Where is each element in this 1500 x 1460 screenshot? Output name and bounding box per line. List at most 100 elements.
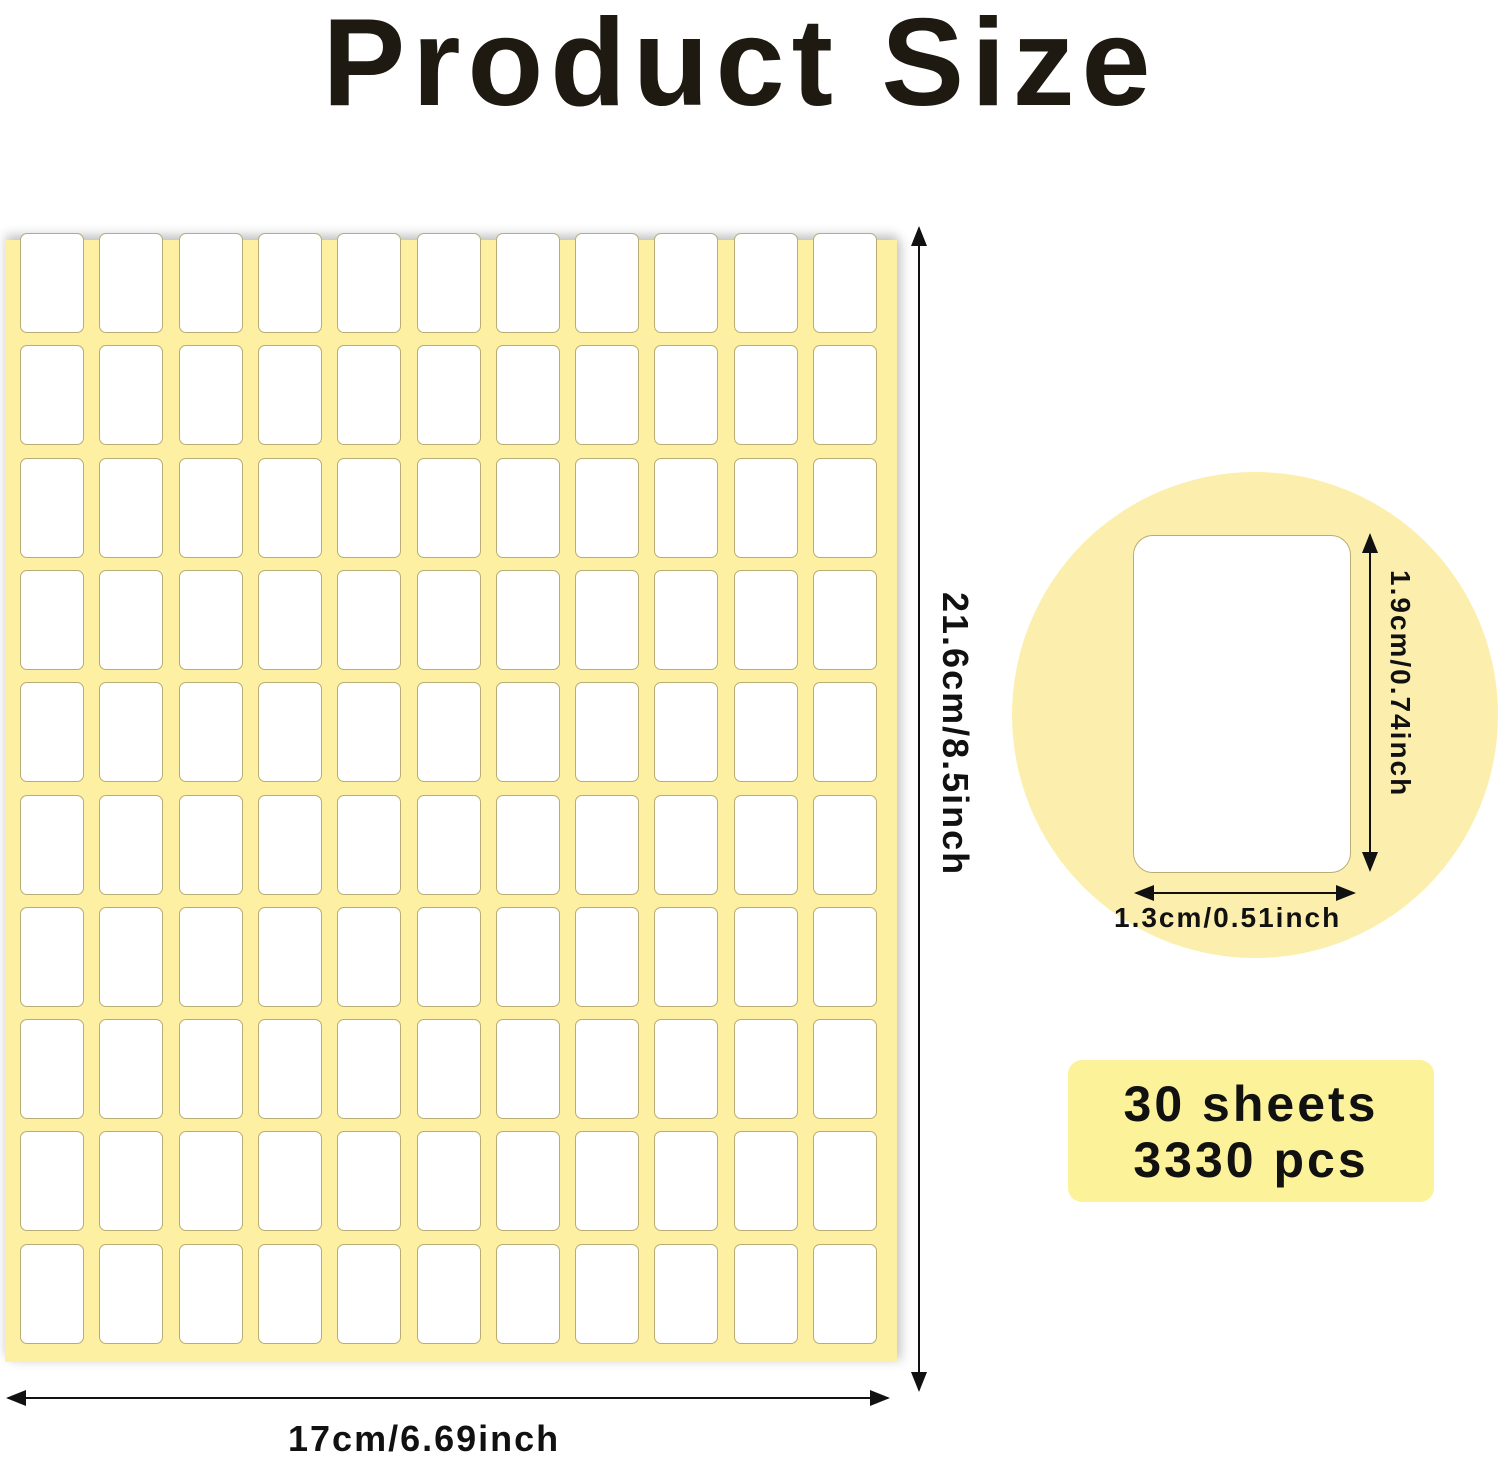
sticker-label xyxy=(654,233,719,333)
sticker-label xyxy=(416,1019,481,1120)
sticker-label xyxy=(99,1131,164,1232)
sticker-label xyxy=(257,1243,322,1344)
sticker-label xyxy=(575,457,640,558)
sticker-label xyxy=(733,569,798,670)
sticker-label xyxy=(257,682,322,783)
sticker-label xyxy=(20,233,84,333)
sticker-label xyxy=(337,906,402,1007)
sticker-label xyxy=(257,1019,322,1120)
sticker-label xyxy=(575,1131,640,1232)
sticker-label xyxy=(813,233,877,333)
piece-count: 3330 pcs xyxy=(1133,1132,1369,1188)
sticker-label xyxy=(99,457,164,558)
sticker-label xyxy=(654,457,719,558)
sticker-label xyxy=(575,794,640,895)
sticker-label xyxy=(416,1243,481,1344)
sticker-label xyxy=(178,345,243,446)
sticker-label xyxy=(337,569,402,670)
label-width-text: 1.3cm/0.51inch xyxy=(1114,902,1342,933)
sticker-label xyxy=(654,1131,719,1232)
sticker-label xyxy=(178,1131,243,1232)
sticker-label xyxy=(416,457,481,558)
sticker-label xyxy=(337,1243,402,1344)
sticker-label xyxy=(733,457,798,558)
sticker-label xyxy=(178,1243,243,1344)
sticker-label xyxy=(20,569,84,670)
sticker-label xyxy=(337,1131,402,1232)
sticker-label xyxy=(257,457,322,558)
sticker-label xyxy=(733,682,798,783)
sticker-label xyxy=(733,233,798,333)
sticker-label xyxy=(654,345,719,446)
sticker-label xyxy=(495,345,560,446)
sticker-label xyxy=(575,233,640,333)
sticker-label xyxy=(495,682,560,783)
sticker-label xyxy=(20,682,84,783)
sticker-label xyxy=(20,906,84,1007)
sticker-label xyxy=(20,794,84,895)
label-height-text: 1.9cm/0.74inch xyxy=(1385,570,1416,798)
sticker-label xyxy=(257,233,322,333)
sticker-label xyxy=(337,682,402,783)
sticker-label xyxy=(416,1131,481,1232)
sticker-label xyxy=(495,794,560,895)
sticker-label xyxy=(416,682,481,783)
sticker-label xyxy=(654,794,719,895)
sticker-label xyxy=(257,345,322,446)
sticker-label xyxy=(99,1243,164,1344)
sticker-label xyxy=(495,1019,560,1120)
page-title: Product Size xyxy=(322,0,1158,132)
sticker-label xyxy=(813,1019,877,1120)
sticker-label xyxy=(813,906,877,1007)
sticker-label xyxy=(733,345,798,446)
sticker-label xyxy=(813,457,877,558)
sticker-label xyxy=(575,1243,640,1344)
sticker-label xyxy=(99,569,164,670)
sticker-label xyxy=(178,457,243,558)
sticker-label xyxy=(337,794,402,895)
sticker-label xyxy=(20,1243,84,1344)
sticker-label xyxy=(20,1131,84,1232)
sticker-label xyxy=(416,906,481,1007)
sticker-label xyxy=(813,569,877,670)
quantity-badge: 30 sheets 3330 pcs xyxy=(1068,1060,1434,1202)
sticker-label xyxy=(99,345,164,446)
sticker-label xyxy=(575,682,640,783)
sticker-label xyxy=(99,906,164,1007)
sticker-label xyxy=(495,906,560,1007)
sticker-label xyxy=(20,457,84,558)
sheet-width-label: 17cm/6.69inch xyxy=(288,1418,561,1459)
sticker-label xyxy=(733,1131,798,1232)
sticker-label xyxy=(654,1019,719,1120)
sticker-label xyxy=(99,1019,164,1120)
sticker-label xyxy=(733,906,798,1007)
sticker-label xyxy=(337,1019,402,1120)
sticker-label xyxy=(813,345,877,446)
sticker-label xyxy=(733,1019,798,1120)
single-label-preview xyxy=(1133,535,1351,873)
sticker-label xyxy=(99,233,164,333)
sticker-label xyxy=(416,345,481,446)
sticker-label xyxy=(575,1019,640,1120)
sticker-label xyxy=(178,569,243,670)
sticker-label xyxy=(257,569,322,670)
sticker-label xyxy=(654,1243,719,1344)
sticker-label xyxy=(416,794,481,895)
sticker-label xyxy=(416,233,481,333)
sticker-label xyxy=(337,457,402,558)
sticker-label xyxy=(813,1243,877,1344)
sticker-label xyxy=(178,233,243,333)
sticker-label xyxy=(733,1243,798,1344)
sticker-label xyxy=(495,1243,560,1344)
sticker-label xyxy=(575,569,640,670)
sheet-count: 30 sheets xyxy=(1123,1076,1379,1132)
sticker-label xyxy=(20,1019,84,1120)
sticker-label xyxy=(20,345,84,446)
sticker-label xyxy=(416,569,481,670)
sticker-label xyxy=(495,1131,560,1232)
sticker-label xyxy=(99,794,164,895)
sticker-label xyxy=(178,1019,243,1120)
sticker-label xyxy=(257,1131,322,1232)
sticker-label xyxy=(813,794,877,895)
